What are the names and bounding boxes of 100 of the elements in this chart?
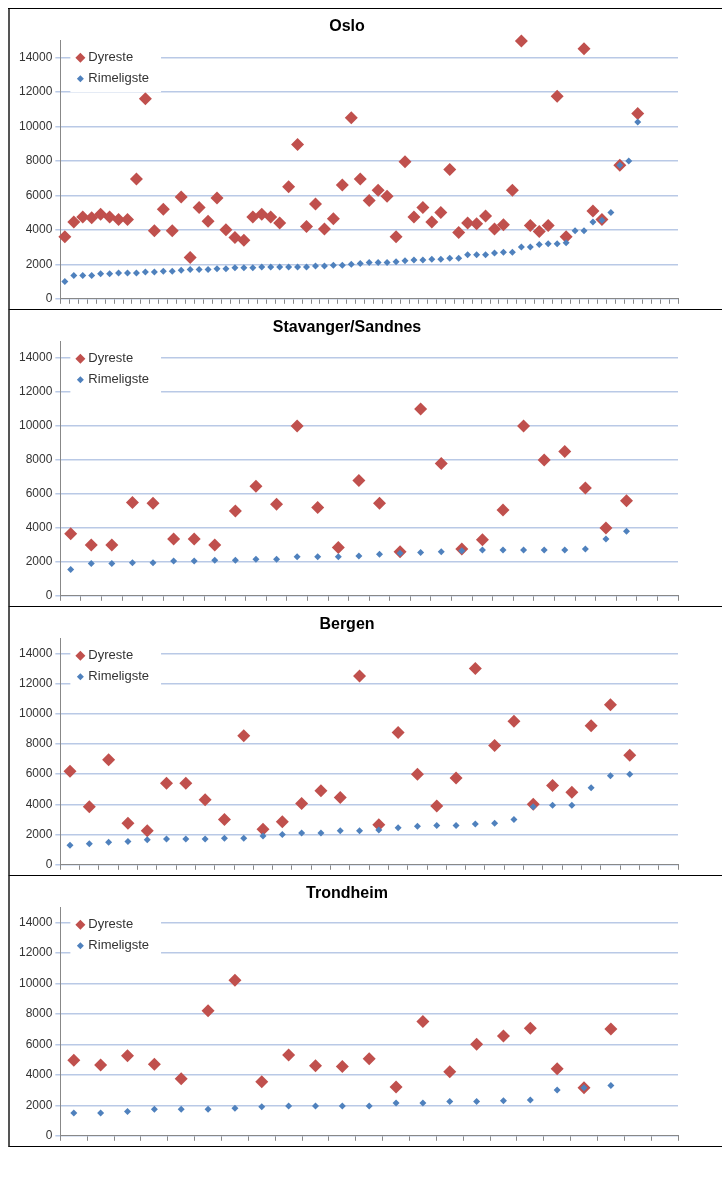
y-tick-label: 8000 — [25, 736, 53, 751]
point — [290, 419, 304, 433]
y-tick-label: 2000 — [25, 256, 53, 271]
point — [82, 800, 96, 814]
y-tick-label: 8000 — [25, 452, 53, 467]
point — [414, 402, 428, 416]
point — [620, 494, 634, 508]
point — [578, 481, 592, 495]
point — [293, 553, 301, 561]
point — [587, 784, 595, 792]
point — [252, 555, 260, 563]
point — [275, 815, 289, 829]
point — [507, 714, 521, 728]
point — [413, 822, 421, 830]
point — [311, 1102, 319, 1110]
point — [623, 748, 637, 762]
point — [314, 784, 328, 798]
point — [237, 729, 251, 743]
y-tick-label: 2000 — [25, 1097, 53, 1112]
point — [499, 1097, 507, 1105]
point — [270, 497, 284, 511]
chart-title: Oslo — [329, 17, 366, 35]
y-tick-label: 10000 — [18, 706, 53, 721]
point — [124, 1107, 131, 1115]
point — [64, 527, 78, 541]
point — [602, 535, 610, 543]
point — [167, 532, 181, 546]
legend-label: Dyreste — [88, 916, 134, 932]
point — [87, 560, 95, 568]
point — [540, 546, 548, 554]
point — [473, 1098, 481, 1106]
y-tick-label: 6000 — [25, 187, 53, 202]
y-tick-label: 6000 — [25, 766, 53, 781]
chart-title: Trondheim — [306, 884, 388, 902]
point — [419, 1099, 427, 1107]
y-tick-label: 6000 — [25, 1036, 53, 1051]
point — [208, 538, 222, 552]
point — [143, 836, 151, 844]
point — [273, 555, 281, 563]
point — [362, 1052, 376, 1066]
chart-title: Bergen — [319, 615, 375, 633]
point — [470, 1037, 484, 1051]
point — [150, 1105, 158, 1113]
y-tick-label: 14000 — [18, 645, 53, 660]
point — [372, 496, 386, 510]
point — [391, 726, 405, 740]
point — [478, 546, 486, 554]
y-tick-label: 14000 — [18, 350, 53, 365]
point — [102, 753, 116, 767]
point — [410, 767, 424, 781]
point — [204, 1105, 212, 1113]
y-tick-label: 0 — [45, 291, 53, 306]
y-tick-label: 10000 — [18, 418, 53, 433]
point — [163, 835, 171, 843]
point — [282, 1048, 296, 1062]
legend-label: Dyreste — [88, 49, 134, 65]
point — [375, 826, 383, 834]
point — [392, 1099, 400, 1107]
point — [430, 799, 444, 813]
point — [488, 738, 502, 752]
point — [561, 546, 569, 554]
point — [84, 538, 98, 552]
point — [259, 832, 267, 840]
point — [63, 764, 77, 778]
point — [187, 532, 201, 546]
point — [355, 552, 363, 560]
point — [94, 1058, 108, 1072]
point — [217, 812, 231, 826]
point — [108, 560, 116, 568]
point — [228, 973, 242, 987]
point — [255, 1075, 269, 1089]
point — [190, 557, 198, 565]
legend-label: Rimeligste — [88, 937, 150, 953]
point — [201, 835, 209, 843]
legend-label: Rimeligste — [88, 70, 150, 86]
point — [338, 1102, 346, 1110]
point — [333, 791, 347, 805]
point — [520, 546, 528, 554]
point — [581, 545, 589, 553]
point — [471, 820, 479, 828]
point — [201, 1004, 215, 1018]
point — [331, 540, 345, 554]
point — [314, 553, 322, 561]
point — [308, 1059, 322, 1073]
point — [147, 1057, 161, 1071]
point — [553, 1086, 561, 1094]
y-tick-label: 2000 — [25, 826, 53, 841]
point — [121, 1049, 134, 1063]
chart-title: Stavanger/Sandnes — [272, 318, 422, 336]
point — [365, 1102, 373, 1110]
point — [182, 835, 190, 843]
point — [584, 719, 598, 733]
y-tick-label: 4000 — [25, 796, 53, 811]
point — [558, 445, 572, 459]
point — [177, 1105, 185, 1113]
point — [128, 559, 136, 567]
point — [285, 1102, 293, 1110]
point — [434, 456, 448, 470]
y-tick-label: 4000 — [25, 520, 53, 535]
point — [417, 549, 425, 557]
